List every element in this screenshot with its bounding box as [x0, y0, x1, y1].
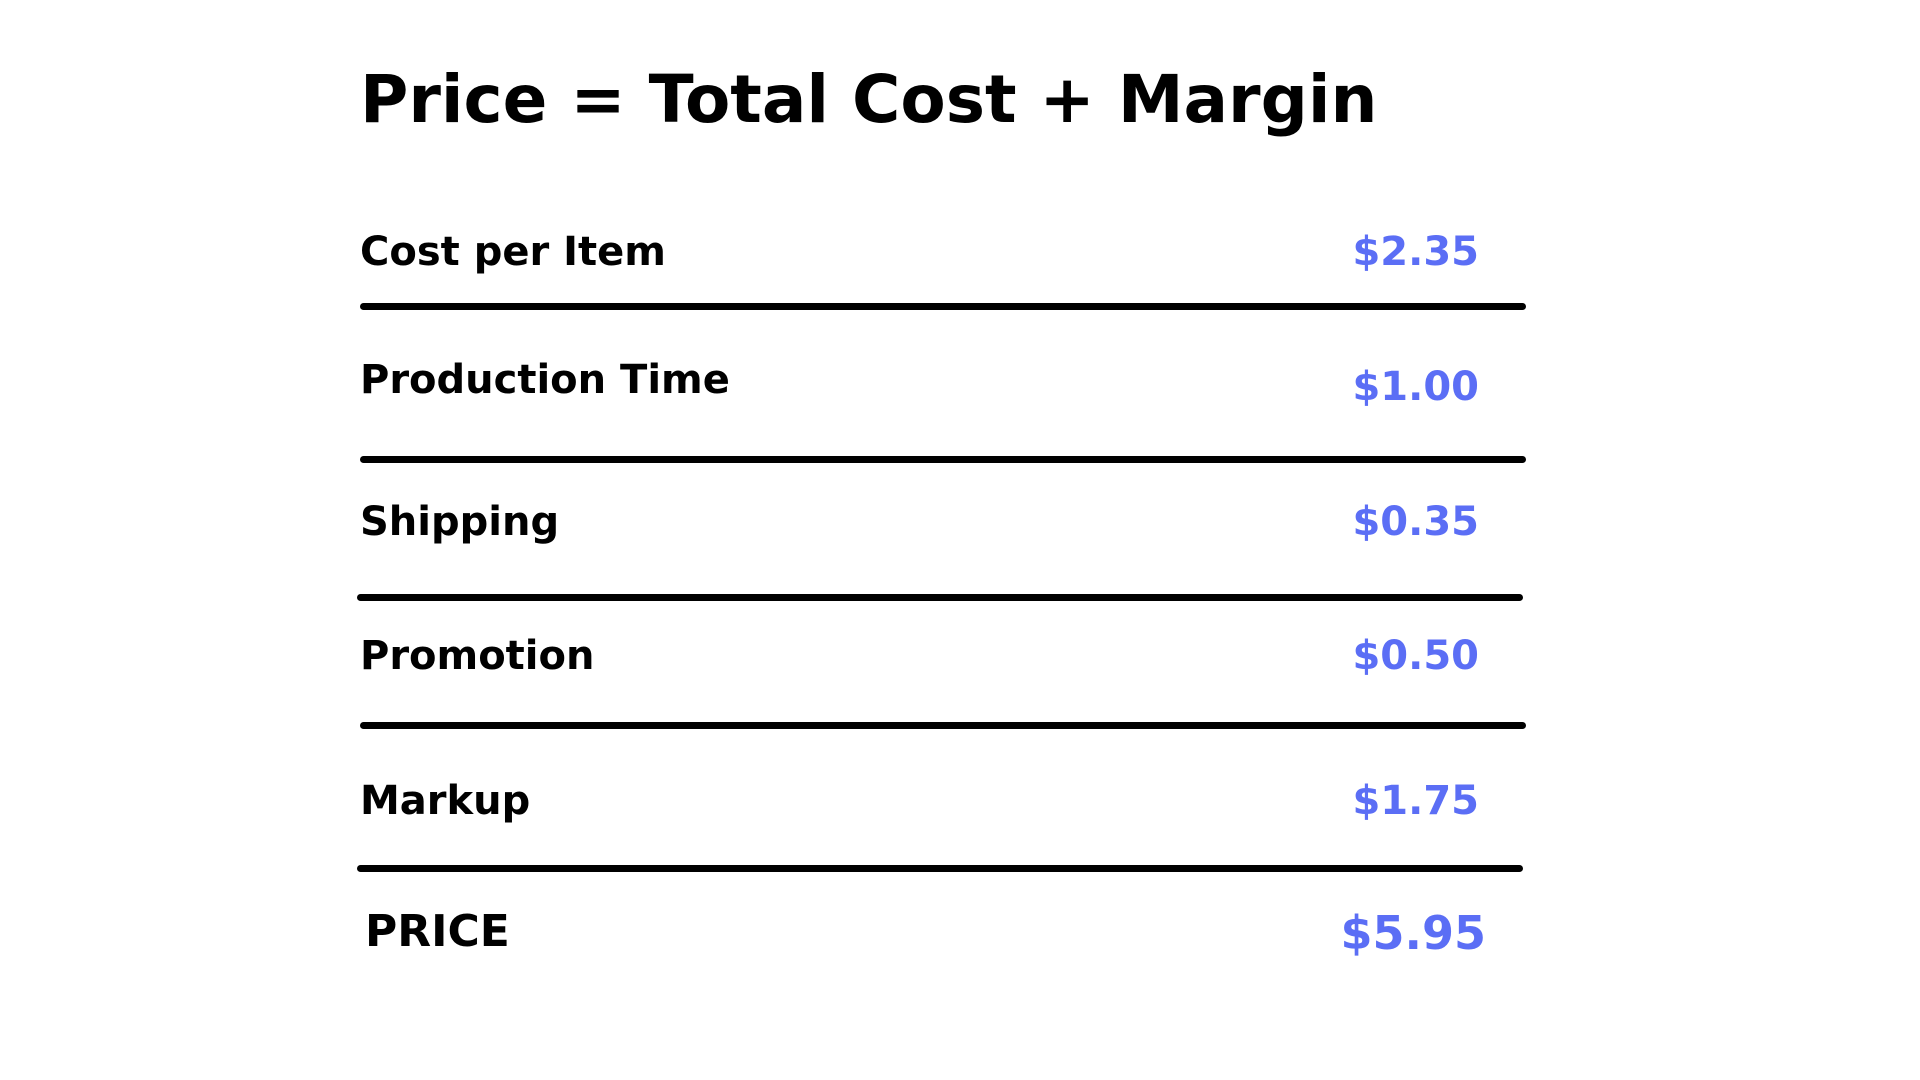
row-divider [360, 303, 1526, 310]
row-value-shipping: $0.35 [1352, 499, 1479, 545]
total-label: PRICE [365, 906, 510, 957]
row-label-promotion: Promotion [360, 633, 595, 679]
row-label-production-time: Production Time [360, 357, 730, 403]
row-divider [360, 722, 1526, 729]
row-label-cost-per-item: Cost per Item [360, 229, 666, 275]
row-divider [360, 456, 1526, 463]
row-divider [357, 865, 1523, 872]
row-value-markup: $1.75 [1352, 778, 1479, 824]
total-value: $5.95 [1340, 906, 1486, 960]
page-title: Price = Total Cost + Margin [360, 61, 1378, 138]
row-value-production-time: $1.00 [1352, 364, 1479, 410]
row-divider [357, 594, 1523, 601]
row-label-markup: Markup [360, 778, 531, 824]
row-value-promotion: $0.50 [1352, 633, 1479, 679]
row-value-cost-per-item: $2.35 [1352, 229, 1479, 275]
row-label-shipping: Shipping [360, 499, 560, 545]
